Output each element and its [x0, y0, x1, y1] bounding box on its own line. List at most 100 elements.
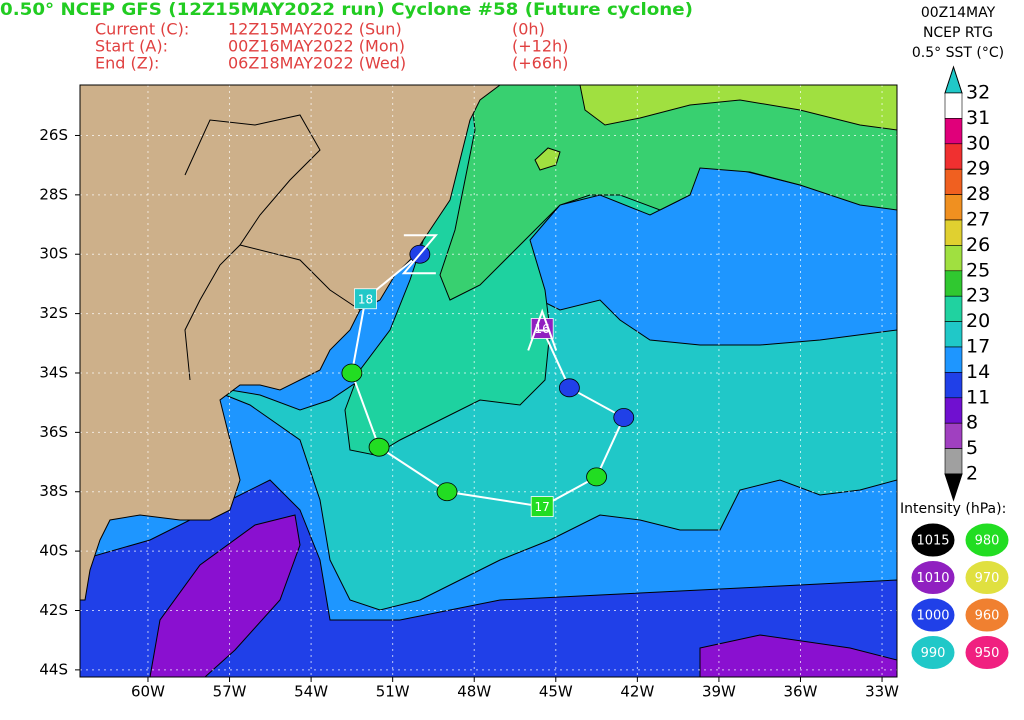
colorbar-label: 32 [966, 82, 990, 104]
header-info: (0h) [512, 20, 545, 39]
sst-units: 0.5° SST (°C) [912, 45, 1004, 61]
colorbar-label: 25 [966, 259, 990, 281]
header-info: 12Z15MAY2022 (Sun) [228, 20, 402, 39]
colorbar-label: 26 [966, 234, 990, 256]
colorbar-label: 20 [966, 310, 990, 332]
intensity-swatch [964, 597, 1010, 633]
track-point [436, 482, 458, 502]
y-tick-label: 30S [39, 245, 68, 263]
x-tick-label: 33W [865, 683, 899, 701]
intensity-label: 1010 [916, 571, 949, 586]
header-info: Start (A): [95, 37, 168, 56]
start-marker [527, 308, 558, 351]
x-tick-label: 36W [784, 683, 818, 701]
track-point-label: 16 [535, 322, 550, 336]
header-info: 00Z16MAY2022 (Mon) [228, 37, 405, 56]
sst-band [699, 634, 897, 677]
colorbar-box [944, 219, 963, 246]
y-tick-label: 40S [39, 542, 68, 560]
intensity-label: 1000 [916, 609, 949, 624]
sst-source: NCEP RTG [923, 25, 993, 41]
colorbar-box [944, 92, 963, 119]
colorbar-label: 14 [966, 361, 990, 383]
x-tick-label: 57W [213, 683, 247, 701]
y-tick-label: 28S [39, 185, 68, 203]
intensity-label: 970 [975, 571, 1000, 586]
track-point [613, 408, 635, 427]
track-point-label: 17 [535, 500, 550, 514]
y-tick-label: 36S [39, 423, 68, 441]
sst-band [579, 85, 897, 131]
colorbar-label: 23 [966, 285, 990, 307]
track-point [530, 318, 554, 339]
colorbar-label: 27 [966, 209, 990, 231]
colorbar-over [944, 65, 963, 94]
colorbar-box [944, 448, 963, 475]
land [80, 85, 501, 601]
end-marker [401, 234, 438, 275]
x-tick-label: 39W [702, 683, 736, 701]
y-tick-label: 26S [39, 126, 68, 144]
y-tick-label: 44S [39, 660, 68, 678]
header-info: End (Z): [95, 54, 159, 73]
track-point [354, 288, 377, 310]
track-point-label: 18 [358, 292, 373, 306]
plot-frame [79, 84, 898, 678]
track: 16 17 18 [341, 234, 635, 517]
colorbar-box [944, 245, 963, 272]
y-tick-label: 42S [39, 601, 68, 619]
colorbar-box [944, 168, 963, 195]
header-info: 06Z18MAY2022 (Wed) [228, 54, 406, 73]
track-point [368, 437, 390, 457]
colorbar-label: 2 [966, 463, 978, 485]
intensity-label: 960 [975, 609, 1000, 624]
track-line [350, 253, 626, 508]
title: 0.50° NCEP GFS (12Z15MAY2022 run) Cyclon… [0, 0, 693, 20]
track-point [586, 467, 607, 487]
colorbar-box [944, 321, 963, 348]
border [239, 244, 361, 311]
sst-band [149, 514, 301, 677]
intensity-swatch [964, 560, 1010, 595]
sst-date: 00Z14MAY [921, 5, 996, 21]
track-point [558, 378, 580, 398]
colorbar-under [944, 473, 963, 502]
x-tick-label: 51W [376, 683, 410, 701]
y-tick-label: 38S [39, 482, 68, 500]
intensity-title: Intensity (hPa): [900, 501, 1006, 517]
sst-field [80, 85, 897, 677]
y-tick-label: 34S [39, 363, 68, 381]
x-tick-label: 42W [620, 683, 654, 701]
x-tick-label: 60W [131, 683, 165, 701]
colorbar-box [944, 346, 963, 373]
track-point [530, 496, 554, 517]
colorbar-box [944, 118, 963, 145]
colorbar-label: 8 [966, 412, 978, 434]
header-info: Current (C): [95, 20, 189, 39]
header-info: (+12h) [512, 37, 568, 56]
intensity-label: 980 [975, 534, 1000, 549]
x-tick-label: 45W [539, 683, 573, 701]
colorbar-label: 11 [966, 386, 990, 408]
x-tick-label: 54W [294, 683, 328, 701]
colorbar-label: 5 [966, 437, 978, 459]
sst-band [534, 147, 561, 171]
colorbar-box [944, 270, 963, 297]
colorbar-label: 29 [966, 158, 990, 180]
colorbar-label: 31 [966, 107, 990, 129]
intensity-swatch [910, 522, 956, 558]
grid [80, 85, 897, 677]
y-tick-label: 32S [39, 304, 68, 322]
colorbar-box [944, 295, 963, 322]
header-info: (+66h) [512, 54, 568, 73]
colorbar-box [944, 422, 963, 449]
intensity-legend: 1015 980 1010 970 1000 960 990 950 [910, 522, 1010, 670]
x-tick-label: 48W [457, 683, 491, 701]
colorbar-box [944, 372, 963, 399]
colorbar-box [944, 194, 963, 221]
intensity-swatch [964, 522, 1010, 558]
border [184, 114, 321, 381]
intensity-swatch [910, 560, 956, 595]
colorbar-box [944, 397, 963, 424]
